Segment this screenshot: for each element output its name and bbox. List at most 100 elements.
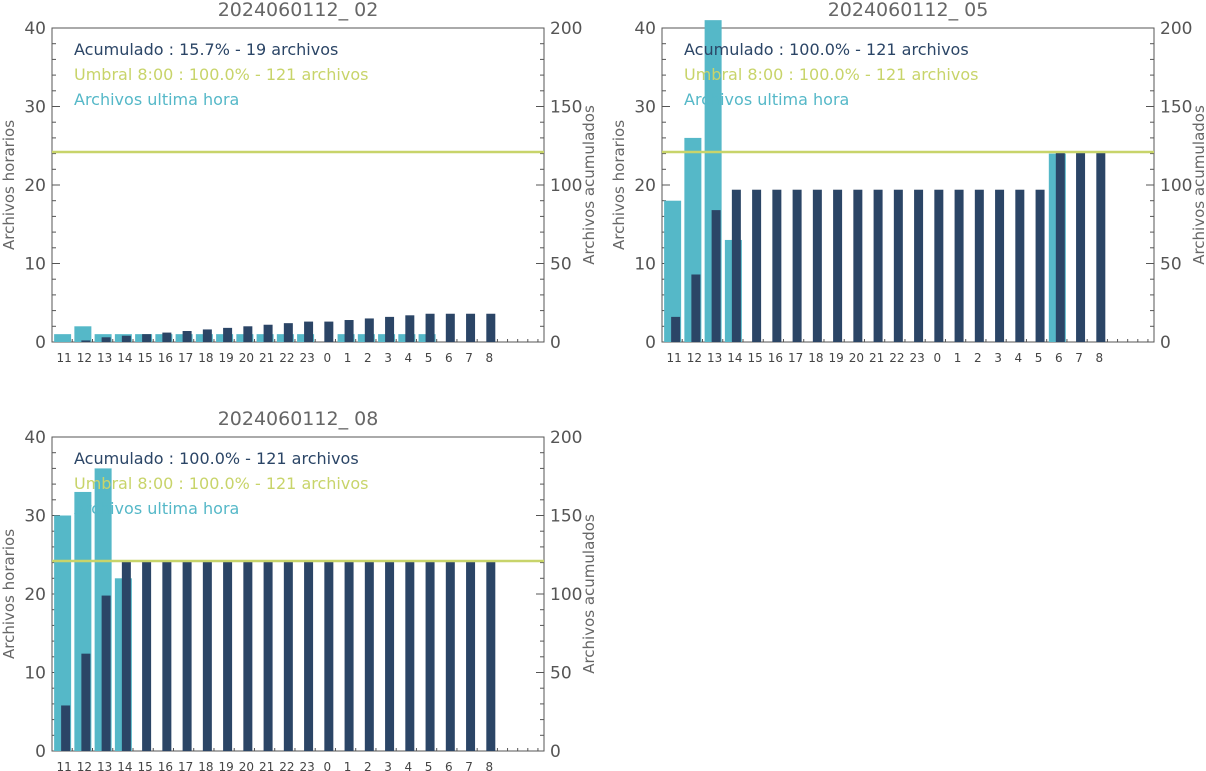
- x-tick-label: 6: [1055, 351, 1063, 365]
- x-tick-label: 15: [137, 351, 152, 365]
- x-tick-label: 0: [934, 351, 942, 365]
- cumulative-bar: [324, 321, 334, 342]
- hourly-bar: [54, 334, 72, 342]
- cumulative-bar: [1055, 152, 1065, 342]
- x-tick-label: 3: [994, 351, 1002, 365]
- x-tick-label: 2: [364, 351, 372, 365]
- left-y-tick-label: 20: [24, 585, 46, 605]
- cumulative-bar: [1035, 189, 1045, 342]
- cumulative-bar: [263, 324, 273, 342]
- x-tick-label: 6: [445, 351, 453, 365]
- left-y-tick-label: 0: [35, 333, 46, 353]
- right-y-tick-label: 100: [1160, 176, 1192, 196]
- right-y-tick-label: 100: [550, 176, 582, 196]
- cumulative-bar: [324, 561, 334, 751]
- x-tick-label: 1: [954, 351, 962, 365]
- cumulative-bar: [974, 189, 984, 342]
- right-y-tick-label: 150: [550, 507, 582, 527]
- left-y-tick-label: 20: [24, 176, 46, 196]
- cumulative-bar: [466, 313, 476, 342]
- cumulative-bar: [283, 561, 293, 751]
- x-tick-label: 7: [1075, 351, 1083, 365]
- x-tick-label: 12: [77, 760, 92, 771]
- x-tick-label: 0: [324, 760, 332, 771]
- left-y-tick-label: 40: [24, 428, 46, 448]
- x-tick-label: 17: [788, 351, 803, 365]
- cumulative-bar: [466, 561, 476, 751]
- x-tick-label: 17: [178, 351, 193, 365]
- cumulative-bar: [853, 189, 863, 342]
- chart-panel-2: 2024060112_ 05010203040050100150200Archi…: [610, 0, 1206, 365]
- cumulative-bar: [182, 331, 192, 342]
- cumulative-bar: [792, 189, 802, 342]
- x-tick-label: 13: [97, 760, 112, 771]
- cumulative-bar: [385, 316, 395, 342]
- cumulative-bar: [182, 561, 192, 751]
- cumulative-bar: [671, 316, 681, 342]
- cumulative-bar: [61, 705, 71, 751]
- left-y-tick-label: 40: [634, 19, 656, 39]
- right-axis-title: Archivos acumulados: [580, 105, 598, 265]
- x-tick-label: 22: [889, 351, 904, 365]
- x-tick-label: 20: [239, 351, 254, 365]
- cumulative-bar: [81, 340, 91, 342]
- x-tick-label: 3: [384, 351, 392, 365]
- cumulative-bar: [812, 189, 822, 342]
- x-tick-label: 18: [808, 351, 823, 365]
- left-axis-title: Archivos horarios: [0, 529, 18, 659]
- cumulative-bar: [934, 189, 944, 342]
- cumulative-bar: [405, 561, 415, 751]
- right-y-tick-label: 0: [1160, 333, 1171, 353]
- x-tick-label: 5: [425, 351, 433, 365]
- x-tick-label: 21: [869, 351, 884, 365]
- x-tick-label: 16: [768, 351, 783, 365]
- x-tick-label: 1: [344, 351, 352, 365]
- right-y-tick-label: 50: [550, 664, 572, 684]
- legend-threshold: Umbral 8:00 : 100.0% - 121 archivos: [74, 474, 368, 493]
- cumulative-bar: [81, 653, 91, 751]
- x-tick-label: 8: [1095, 351, 1103, 365]
- x-tick-label: 23: [299, 351, 314, 365]
- x-tick-label: 2: [974, 351, 982, 365]
- cumulative-bar: [283, 323, 293, 342]
- x-tick-label: 8: [485, 760, 493, 771]
- left-y-tick-label: 30: [634, 98, 656, 118]
- cumulative-bar: [243, 561, 253, 751]
- x-tick-label: 14: [117, 760, 132, 771]
- cumulative-bar: [772, 189, 782, 342]
- x-tick-label: 20: [239, 760, 254, 771]
- cumulative-bar: [1096, 152, 1106, 342]
- x-tick-label: 13: [97, 351, 112, 365]
- cumulative-bar: [162, 332, 172, 342]
- left-y-tick-label: 10: [24, 255, 46, 275]
- cumulative-bar: [344, 561, 354, 751]
- hourly-bar: [74, 326, 92, 342]
- x-tick-label: 18: [198, 760, 213, 771]
- cumulative-bar: [954, 189, 964, 342]
- x-tick-label: 22: [279, 760, 294, 771]
- cumulative-bar: [364, 561, 374, 751]
- right-y-tick-label: 200: [550, 19, 582, 39]
- cumulative-bar: [893, 189, 903, 342]
- cumulative-bar: [304, 561, 314, 751]
- cumulative-bar: [101, 337, 111, 342]
- x-tick-label: 4: [1015, 351, 1023, 365]
- legend-hourly: Archivos ultima hora: [684, 90, 849, 109]
- legend-hourly: Archivos ultima hora: [74, 499, 239, 518]
- cumulative-bar: [304, 321, 314, 342]
- x-tick-label: 13: [707, 351, 722, 365]
- legend-hourly: Archivos ultima hora: [74, 90, 239, 109]
- right-y-tick-label: 200: [1160, 19, 1192, 39]
- legend-cumulative: Acumulado : 15.7% - 19 archivos: [74, 40, 338, 59]
- cumulative-bar: [121, 561, 131, 751]
- left-y-tick-label: 0: [35, 742, 46, 762]
- cumulative-bar: [486, 313, 496, 342]
- x-tick-label: 5: [425, 760, 433, 771]
- cumulative-bar: [873, 189, 883, 342]
- cumulative-bar: [445, 313, 455, 342]
- left-axis-title: Archivos horarios: [610, 120, 628, 250]
- cumulative-bar: [752, 189, 762, 342]
- x-tick-label: 12: [77, 351, 92, 365]
- cumulative-bar: [385, 561, 395, 751]
